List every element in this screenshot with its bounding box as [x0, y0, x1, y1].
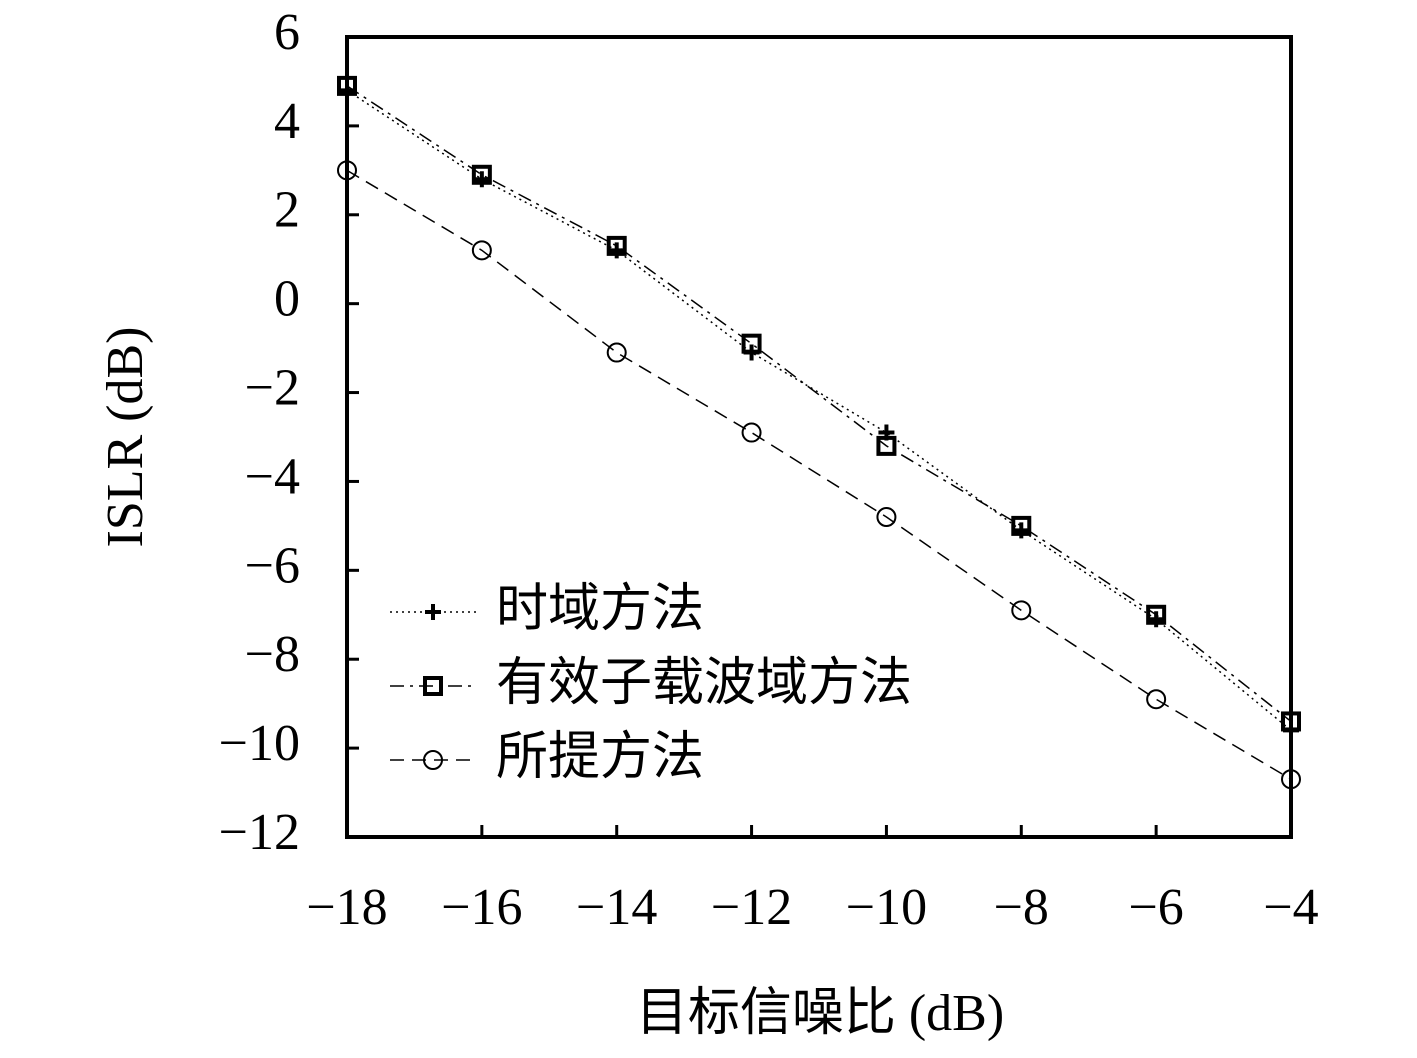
marker-circle	[1146, 689, 1167, 710]
marker-square	[471, 164, 492, 185]
x-tick-label: −16	[441, 879, 522, 936]
legend-label: 有效子载波域方法	[496, 655, 912, 712]
x-tick-label: −18	[306, 879, 387, 936]
y-tick-label: −4	[245, 448, 300, 505]
x-tick-label: −10	[846, 879, 927, 936]
marker-square	[1281, 711, 1301, 732]
x-tick-label: −4	[1263, 879, 1318, 936]
marker-circle	[741, 422, 762, 443]
marker-square	[337, 75, 357, 96]
series-line	[346, 169, 1292, 780]
x-tick-label: −14	[576, 879, 657, 936]
series-line	[346, 85, 1292, 723]
marker-square	[876, 435, 897, 456]
marker-plus	[425, 604, 441, 620]
marker-circle	[606, 342, 627, 363]
y-tick-label: −8	[245, 626, 300, 683]
marker-square	[1146, 604, 1167, 625]
x-tick-label: −8	[994, 879, 1049, 936]
y-tick-label: 6	[274, 4, 300, 61]
legend-label: 所提方法	[496, 729, 704, 786]
y-axis-label: ISLR (dB)	[97, 327, 154, 548]
y-tick-label: −2	[245, 359, 300, 416]
y-tick-label: −10	[219, 715, 300, 772]
series-line	[346, 89, 1292, 731]
y-tick-label: −12	[219, 804, 300, 861]
y-tick-label: −6	[245, 537, 300, 594]
plot-frame	[345, 35, 1293, 839]
marker-circle	[337, 160, 357, 181]
marker-circle	[1011, 600, 1032, 621]
x-tick-label: −6	[1128, 879, 1183, 936]
marker-circle	[876, 507, 897, 527]
y-tick-label: 2	[274, 182, 300, 239]
marker-circle	[423, 750, 443, 770]
marker-circle	[1281, 769, 1301, 790]
x-tick-label: −12	[711, 879, 792, 936]
marker-square	[606, 235, 627, 256]
legend-label: 时域方法	[496, 581, 704, 638]
marker-square	[741, 333, 762, 354]
marker-square	[423, 676, 443, 696]
y-tick-label: 4	[274, 93, 300, 150]
marker-square	[1011, 515, 1032, 536]
y-tick-label: 0	[274, 271, 300, 328]
x-axis-label: 目标信噪比 (dB)	[636, 985, 1004, 1042]
marker-circle	[471, 240, 492, 261]
